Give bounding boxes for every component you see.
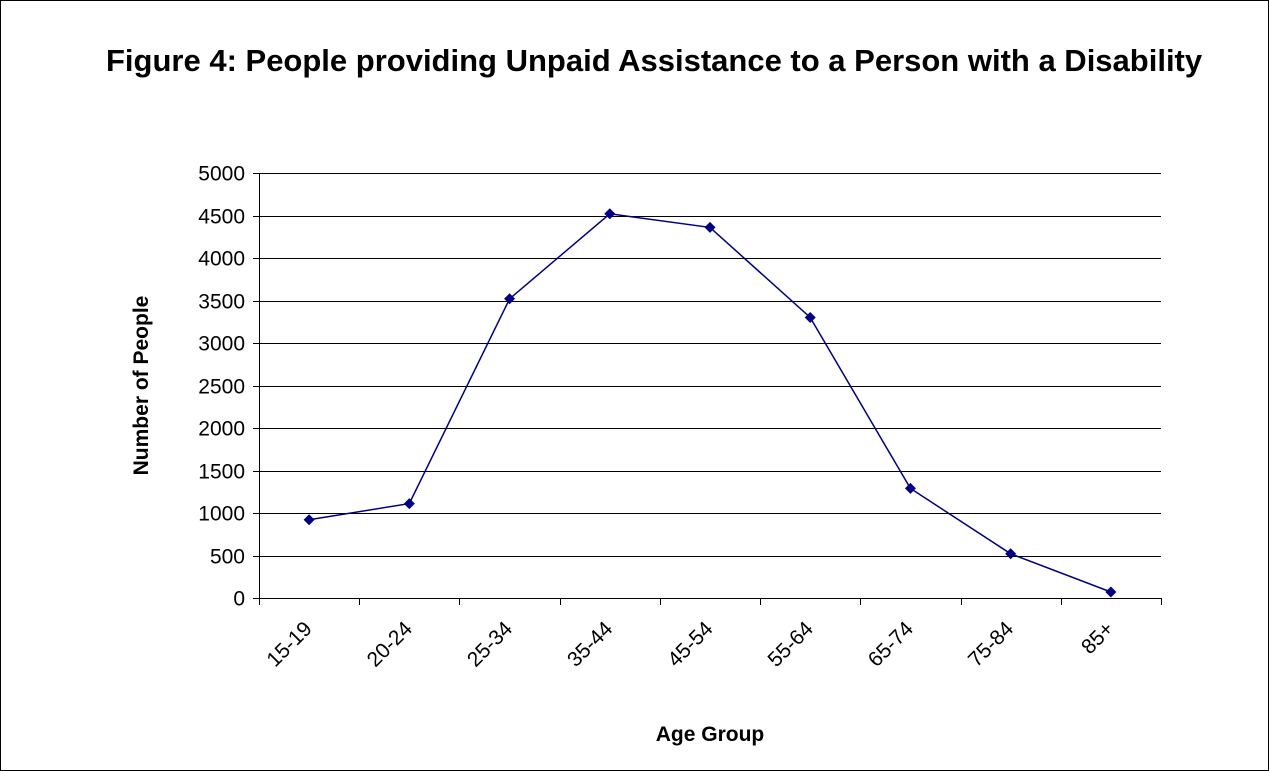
x-tick-label-85+: 85+	[1077, 617, 1118, 658]
y-tick-label-2000: 2000	[198, 418, 245, 441]
data-point-75-84	[1005, 548, 1017, 560]
y-tick-label-3500: 3500	[198, 291, 245, 314]
y-tick-label-2500: 2500	[198, 376, 245, 399]
y-tick-label-5000: 5000	[198, 163, 245, 186]
gridlines	[259, 173, 1161, 557]
y-tick-label-1000: 1000	[198, 503, 245, 526]
data-point-25-34	[504, 293, 516, 305]
axes	[253, 173, 1162, 605]
series-line	[308, 213, 1112, 593]
chart-title: Figure 4: People providing Unpaid Assist…	[106, 43, 1203, 78]
x-tick-label-75-84: 75-84	[964, 617, 1018, 671]
data-point-55-64	[804, 312, 816, 323]
x-tick-label-45-54: 45-54	[663, 617, 717, 671]
y-tick-label-500: 500	[210, 546, 245, 569]
data-point-45-54	[704, 221, 716, 233]
x-tick-label-65-74: 65-74	[864, 617, 918, 671]
data-point-20-24	[403, 498, 415, 510]
x-tick-label-35-44: 35-44	[563, 617, 617, 671]
x-tick-label-15-19: 15-19	[262, 617, 316, 671]
x-tick-label-25-34: 25-34	[463, 617, 517, 671]
x-tick-label-20-24: 20-24	[363, 617, 417, 671]
y-tick-labels: 0 500 1000 1500 2000 2500 3000 3500 4000 4500 5000	[198, 163, 245, 611]
data-series	[303, 208, 1117, 598]
data-point-35-44	[604, 208, 616, 220]
y-tick-label-1500: 1500	[198, 461, 245, 484]
data-point-65-74	[904, 482, 916, 494]
data-point-85+	[1105, 586, 1117, 598]
x-axis-title: Age Group	[656, 723, 765, 746]
y-tick-label-4500: 4500	[198, 206, 245, 229]
y-tick-label-0: 0	[233, 588, 245, 611]
y-tick-label-3000: 3000	[198, 333, 245, 356]
x-tick-labels: 15-19 20-24 25-34 35-44 45-54 55-64 65-74 75-84…	[262, 617, 1118, 671]
y-axis-title: Number of People	[130, 296, 153, 476]
y-tick-label-4000: 4000	[198, 248, 245, 271]
data-point-15-19	[303, 514, 315, 526]
x-tick-label-55-64: 55-64	[764, 617, 818, 671]
